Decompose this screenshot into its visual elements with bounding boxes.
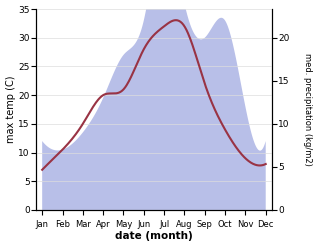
Y-axis label: med. precipitation (kg/m2): med. precipitation (kg/m2) [303,53,313,166]
Y-axis label: max temp (C): max temp (C) [5,76,16,143]
X-axis label: date (month): date (month) [115,231,193,242]
